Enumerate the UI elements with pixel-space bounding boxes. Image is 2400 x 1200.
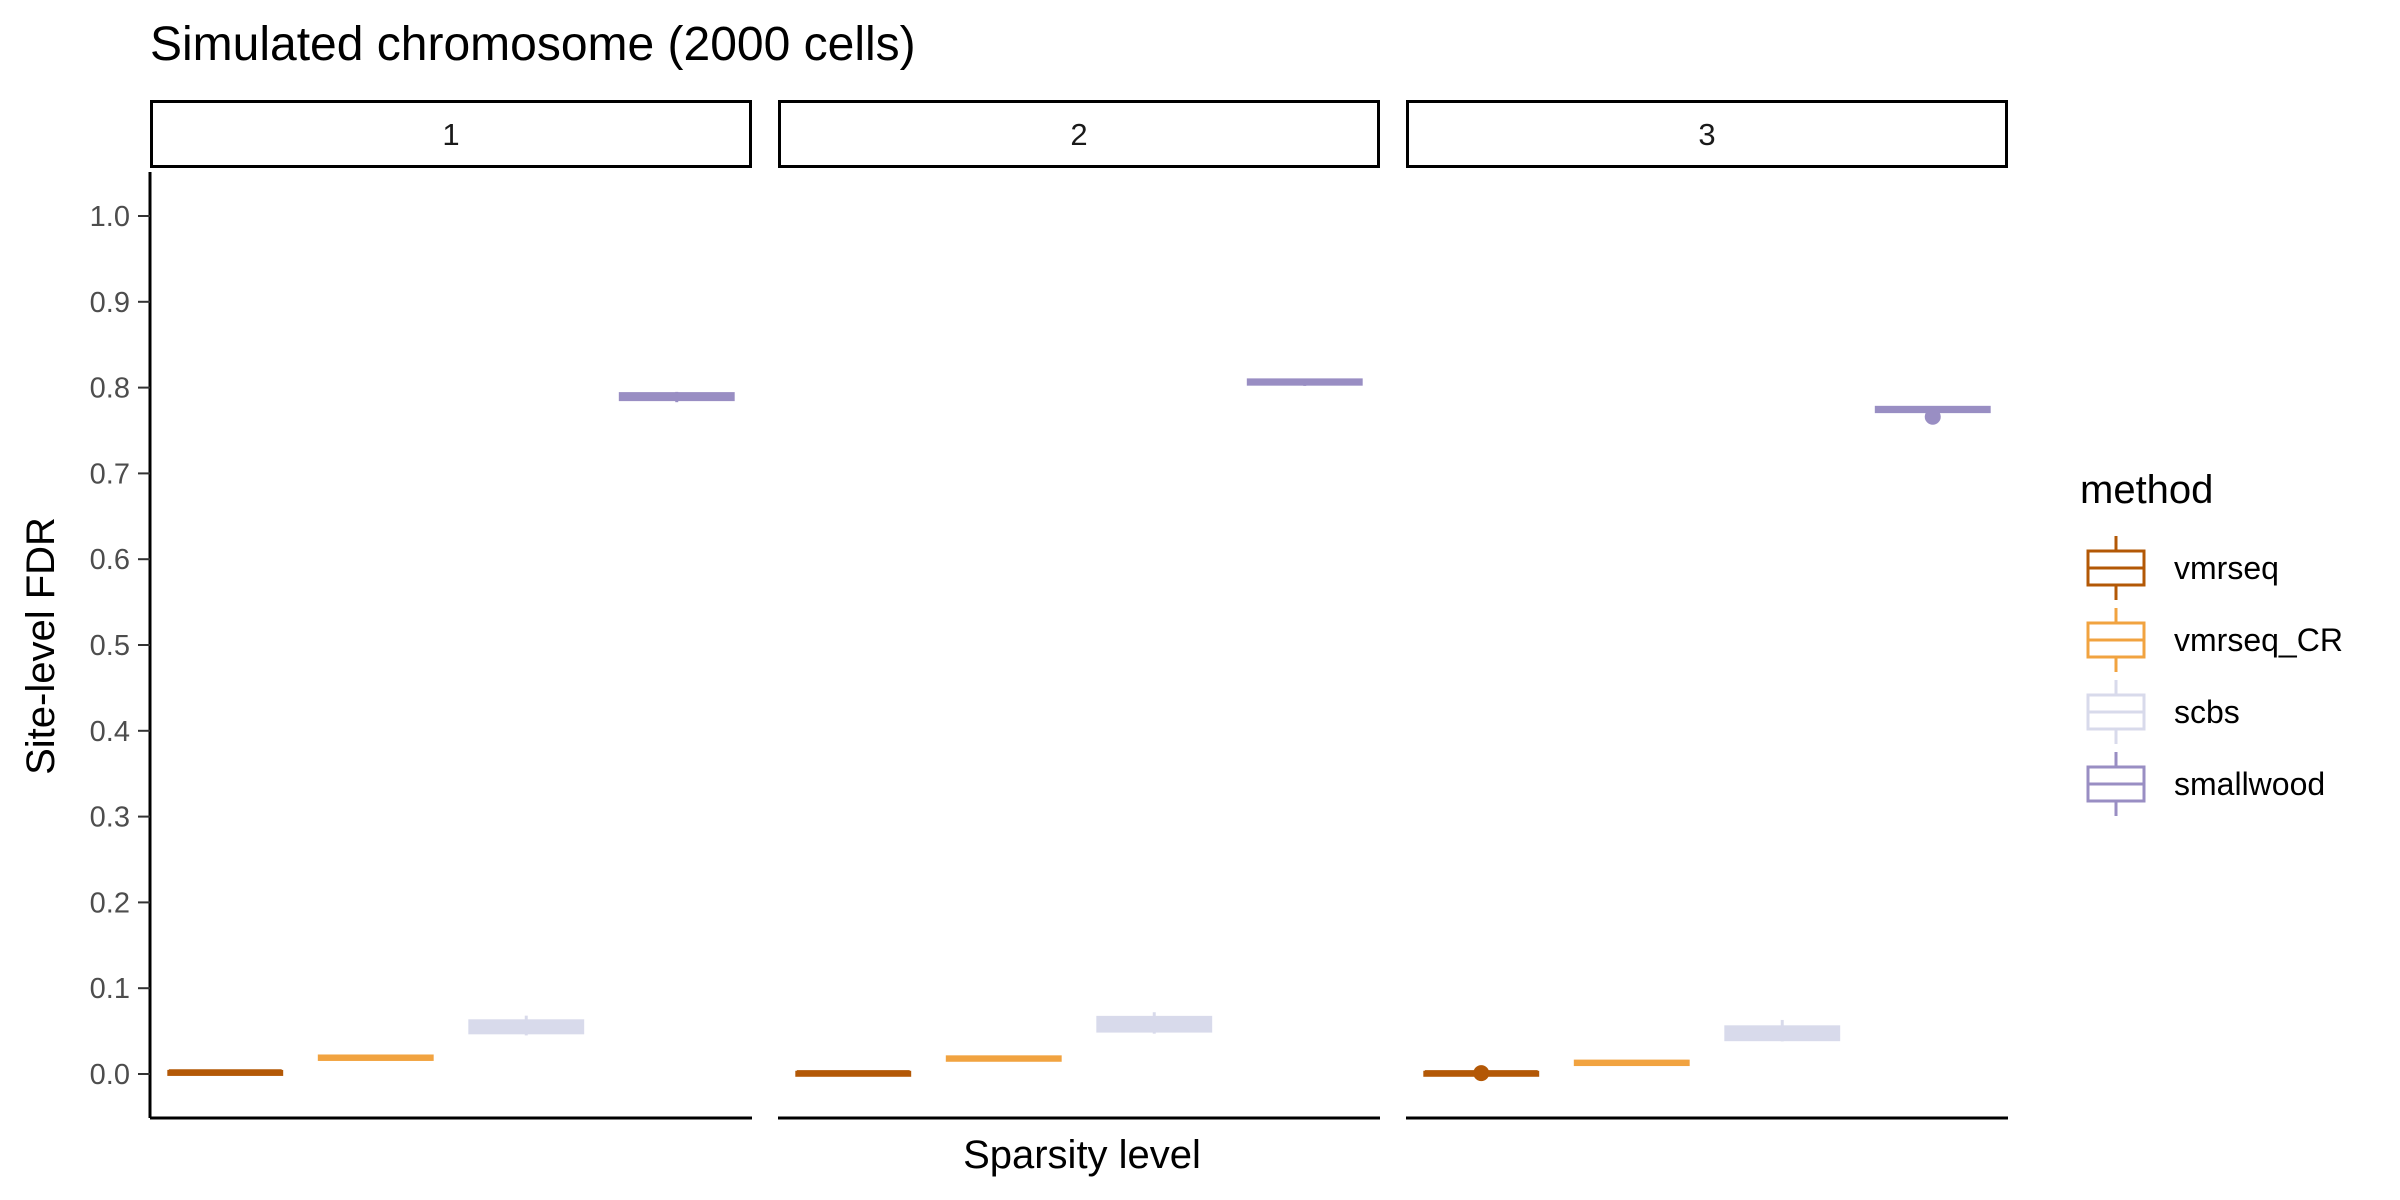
legend-label: vmrseq	[2174, 550, 2279, 586]
box-vmrseq-3	[1423, 1065, 1540, 1082]
y-tick-label: 0.8	[90, 373, 130, 405]
legend-title: method	[2080, 468, 2213, 512]
legend-label: vmrseq_CR	[2174, 622, 2343, 658]
chart-title: Simulated chromosome (2000 cells)	[150, 18, 916, 71]
legend-key	[2086, 752, 2146, 816]
y-ticks: 0.0 0.1 0.2 0.3 0.4 0.5 0.6 0.7 0.8 0.9 1.0	[90, 201, 150, 1091]
box-smallwood-3	[1874, 405, 1991, 425]
legend-label: scbs	[2174, 694, 2240, 730]
box-vmrseq_CR-1	[317, 1054, 434, 1061]
legend-key	[2086, 680, 2146, 744]
legend-item-smallwood: smallwood	[2086, 752, 2325, 816]
box-scbs-1	[468, 1015, 585, 1036]
y-tick-label: 0.1	[90, 973, 130, 1005]
x-axis-title: Sparsity level	[963, 1133, 1201, 1177]
facet-strip	[778, 100, 1380, 168]
legend-key	[2086, 536, 2146, 600]
y-tick-label: 0.7	[90, 458, 130, 490]
y-tick-label: 0.0	[90, 1059, 130, 1091]
box-smallwood-2	[1246, 378, 1363, 386]
box-vmrseq_CR-2	[945, 1055, 1062, 1062]
y-tick-label: 1.0	[90, 201, 130, 233]
box-outlier	[1473, 1065, 1490, 1082]
box-outlier	[1924, 408, 1941, 425]
y-tick-label: 0.2	[90, 887, 130, 919]
box-scbs-3	[1724, 1019, 1841, 1042]
legend-item-scbs: scbs	[2086, 680, 2240, 744]
facet-panel-3: 3	[1406, 100, 2008, 1120]
legend-key	[2086, 608, 2146, 672]
y-axis-title: Site-level FDR	[19, 517, 63, 775]
facet-panels: 1 2 3	[150, 100, 2008, 1120]
facet-strip	[150, 100, 752, 168]
box-vmrseq-1	[167, 1069, 284, 1076]
facet-panel-1: 1	[150, 100, 752, 1120]
legend-item-vmrseq: vmrseq	[2086, 536, 2279, 600]
y-tick-label: 0.3	[90, 802, 130, 834]
y-axis: 0.0 0.1 0.2 0.3 0.4 0.5 0.6 0.7 0.8 0.9 1.0	[90, 172, 152, 1118]
box-vmrseq-2	[795, 1070, 912, 1077]
facet-strip-label: 2	[1070, 117, 1087, 152]
facet-strip-label: 1	[442, 117, 459, 152]
facet-strip-label: 3	[1698, 117, 1715, 152]
box-vmrseq_CR-3	[1573, 1059, 1690, 1067]
y-tick-label: 0.4	[90, 716, 130, 748]
y-tick-label: 0.6	[90, 544, 130, 576]
facet-strip	[1406, 100, 2008, 168]
y-tick-label: 0.9	[90, 287, 130, 319]
y-tick-label: 0.5	[90, 630, 130, 662]
box-scbs-2	[1096, 1012, 1213, 1034]
legend-label: smallwood	[2174, 766, 2325, 802]
box-smallwood-1	[618, 391, 735, 403]
legend-item-vmrseq_CR: vmrseq_CR	[2086, 608, 2343, 672]
facet-panel-2: 2	[778, 100, 1380, 1120]
